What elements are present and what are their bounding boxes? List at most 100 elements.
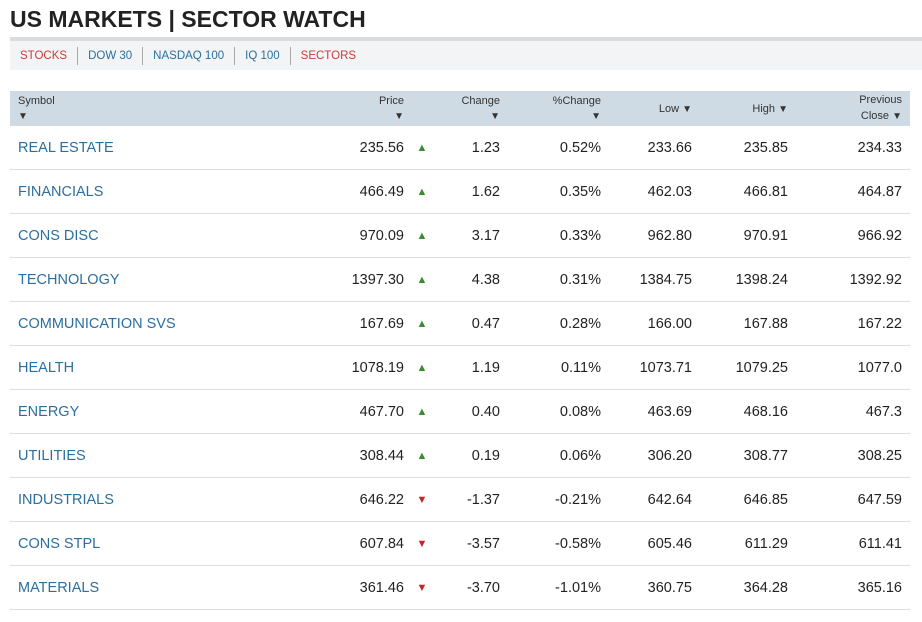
sort-high[interactable]: High ▼: [700, 91, 796, 126]
change-cell: 0.19: [432, 433, 508, 478]
sector-table: Symbol ▼ Price ▼ Change ▼ %Change ▼ Low ▼ Hi…: [10, 91, 910, 610]
price-cell: 607.84: [326, 521, 412, 566]
up-arrow-icon: ▲: [412, 126, 432, 170]
high-cell: 611.29: [700, 521, 796, 566]
high-cell: 970.91: [700, 213, 796, 258]
change-cell: 1.19: [432, 345, 508, 390]
sort-down-icon: ▼: [892, 111, 902, 122]
market-tabs: STOCKS DOW 30 NASDAQ 100 IQ 100 SECTORS: [10, 41, 922, 70]
low-cell: 166.00: [609, 301, 700, 346]
pct-change-cell: -1.01%: [508, 565, 609, 610]
table-row: FINANCIALS 466.49 ▲ 1.62 0.35% 462.03 466.81 46…: [10, 169, 910, 214]
table-row: ENERGY 467.70 ▲ 0.40 0.08% 463.69 468.16 467.3: [10, 389, 910, 434]
previous-close-cell: 365.16: [796, 565, 910, 610]
down-arrow-icon: ▼: [412, 477, 432, 522]
symbol-header: Symbol: [18, 94, 55, 107]
symbol-link[interactable]: FINANCIALS: [10, 169, 326, 214]
low-cell: 306.20: [609, 433, 700, 478]
table-row: CONS DISC 970.09 ▲ 3.17 0.33% 962.80 970.91 966…: [10, 213, 910, 258]
sort-low[interactable]: Low ▼: [609, 91, 700, 126]
sort-down-icon: ▼: [778, 103, 788, 115]
price-cell: 466.49: [326, 169, 412, 214]
pct-change-cell: 0.11%: [508, 345, 609, 390]
low-cell: 1384.75: [609, 257, 700, 302]
previous-close-cell: 966.92: [796, 213, 910, 258]
sort-price[interactable]: Price ▼: [326, 91, 412, 126]
price-cell: 970.09: [326, 213, 412, 258]
price-cell: 467.70: [326, 389, 412, 434]
sort-down-icon: ▼: [18, 110, 28, 122]
tab-sectors[interactable]: SECTORS: [300, 49, 357, 62]
low-header: Low: [658, 102, 680, 115]
low-cell: 360.75: [609, 565, 700, 610]
symbol-link[interactable]: UTILITIES: [10, 433, 326, 478]
up-arrow-icon: ▲: [412, 345, 432, 390]
pct-change-cell: -0.21%: [508, 477, 609, 522]
high-cell: 235.85: [700, 126, 796, 170]
symbol-link[interactable]: ENERGY: [10, 389, 326, 434]
pct-change-cell: 0.06%: [508, 433, 609, 478]
symbol-link[interactable]: MATERIALS: [10, 565, 326, 610]
sort-change[interactable]: Change ▼: [432, 91, 508, 126]
sort-symbol[interactable]: Symbol ▼: [10, 91, 326, 126]
symbol-link[interactable]: CONS DISC: [10, 213, 326, 258]
pct-change-cell: 0.52%: [508, 126, 609, 170]
table-row: REAL ESTATE 235.56 ▲ 1.23 0.52% 233.66 235.85 2…: [10, 126, 910, 170]
high-cell: 466.81: [700, 169, 796, 214]
change-cell: 1.62: [432, 169, 508, 214]
previous-close-cell: 1077.0: [796, 345, 910, 390]
high-header: High: [752, 102, 776, 115]
change-cell: 1.23: [432, 126, 508, 170]
previous-close-cell: 1392.92: [796, 257, 910, 302]
up-arrow-icon: ▲: [412, 169, 432, 214]
tab-dow-30[interactable]: DOW 30: [78, 46, 144, 65]
low-cell: 962.80: [609, 213, 700, 258]
change-cell: 3.17: [432, 213, 508, 258]
table-row: CONS STPL 607.84 ▼ -3.57 -0.58% 605.46 611.29 6…: [10, 521, 910, 566]
pct-change-cell: 0.28%: [508, 301, 609, 346]
change-cell: -3.57: [432, 521, 508, 566]
up-arrow-icon: ▲: [412, 257, 432, 302]
symbol-link[interactable]: CONS STPL: [10, 521, 326, 566]
previous-close-cell: 647.59: [796, 477, 910, 522]
low-cell: 463.69: [609, 389, 700, 434]
pct-header: %Change: [552, 94, 601, 107]
high-cell: 468.16: [700, 389, 796, 434]
sort-down-icon: ▼: [682, 103, 692, 115]
price-cell: 361.46: [326, 565, 412, 610]
sort-down-icon: ▼: [394, 110, 404, 122]
price-header: Price: [378, 94, 404, 107]
high-cell: 167.88: [700, 301, 796, 346]
sort-pct-change[interactable]: %Change ▼: [508, 91, 609, 126]
table-row: TECHNOLOGY 1397.30 ▲ 4.38 0.31% 1384.75 1398.2…: [10, 257, 910, 302]
previous-close-cell: 308.25: [796, 433, 910, 478]
symbol-link[interactable]: INDUSTRIALS: [10, 477, 326, 522]
down-arrow-icon: ▼: [412, 565, 432, 610]
low-cell: 462.03: [609, 169, 700, 214]
pct-change-cell: 0.08%: [508, 389, 609, 434]
sort-previous-close[interactable]: Previous Close ▼: [796, 91, 910, 126]
symbol-link[interactable]: HEALTH: [10, 345, 326, 390]
change-cell: -3.70: [432, 565, 508, 610]
change-cell: -1.37: [432, 477, 508, 522]
prev-header: Previous: [859, 94, 902, 106]
previous-close-cell: 467.3: [796, 389, 910, 434]
tab-stocks[interactable]: STOCKS: [10, 46, 79, 65]
change-cell: 4.38: [432, 257, 508, 302]
table-row: INDUSTRIALS 646.22 ▼ -1.37 -0.21% 642.64 646.8…: [10, 477, 910, 522]
previous-close-cell: 234.33: [796, 126, 910, 170]
symbol-link[interactable]: REAL ESTATE: [10, 126, 326, 170]
tab-iq-100[interactable]: IQ 100: [235, 46, 291, 65]
low-cell: 642.64: [609, 477, 700, 522]
low-cell: 605.46: [609, 521, 700, 566]
pct-change-cell: 0.33%: [508, 213, 609, 258]
price-cell: 646.22: [326, 477, 412, 522]
previous-close-cell: 611.41: [796, 521, 910, 566]
tab-nasdaq-100[interactable]: NASDAQ 100: [143, 46, 236, 65]
price-cell: 308.44: [326, 433, 412, 478]
pct-change-cell: 0.35%: [508, 169, 609, 214]
symbol-link[interactable]: COMMUNICATION SVS: [10, 301, 326, 346]
symbol-link[interactable]: TECHNOLOGY: [10, 257, 326, 302]
low-cell: 1073.71: [609, 345, 700, 390]
table-header: Symbol ▼ Price ▼ Change ▼ %Change ▼ Low ▼ Hi…: [10, 91, 910, 126]
